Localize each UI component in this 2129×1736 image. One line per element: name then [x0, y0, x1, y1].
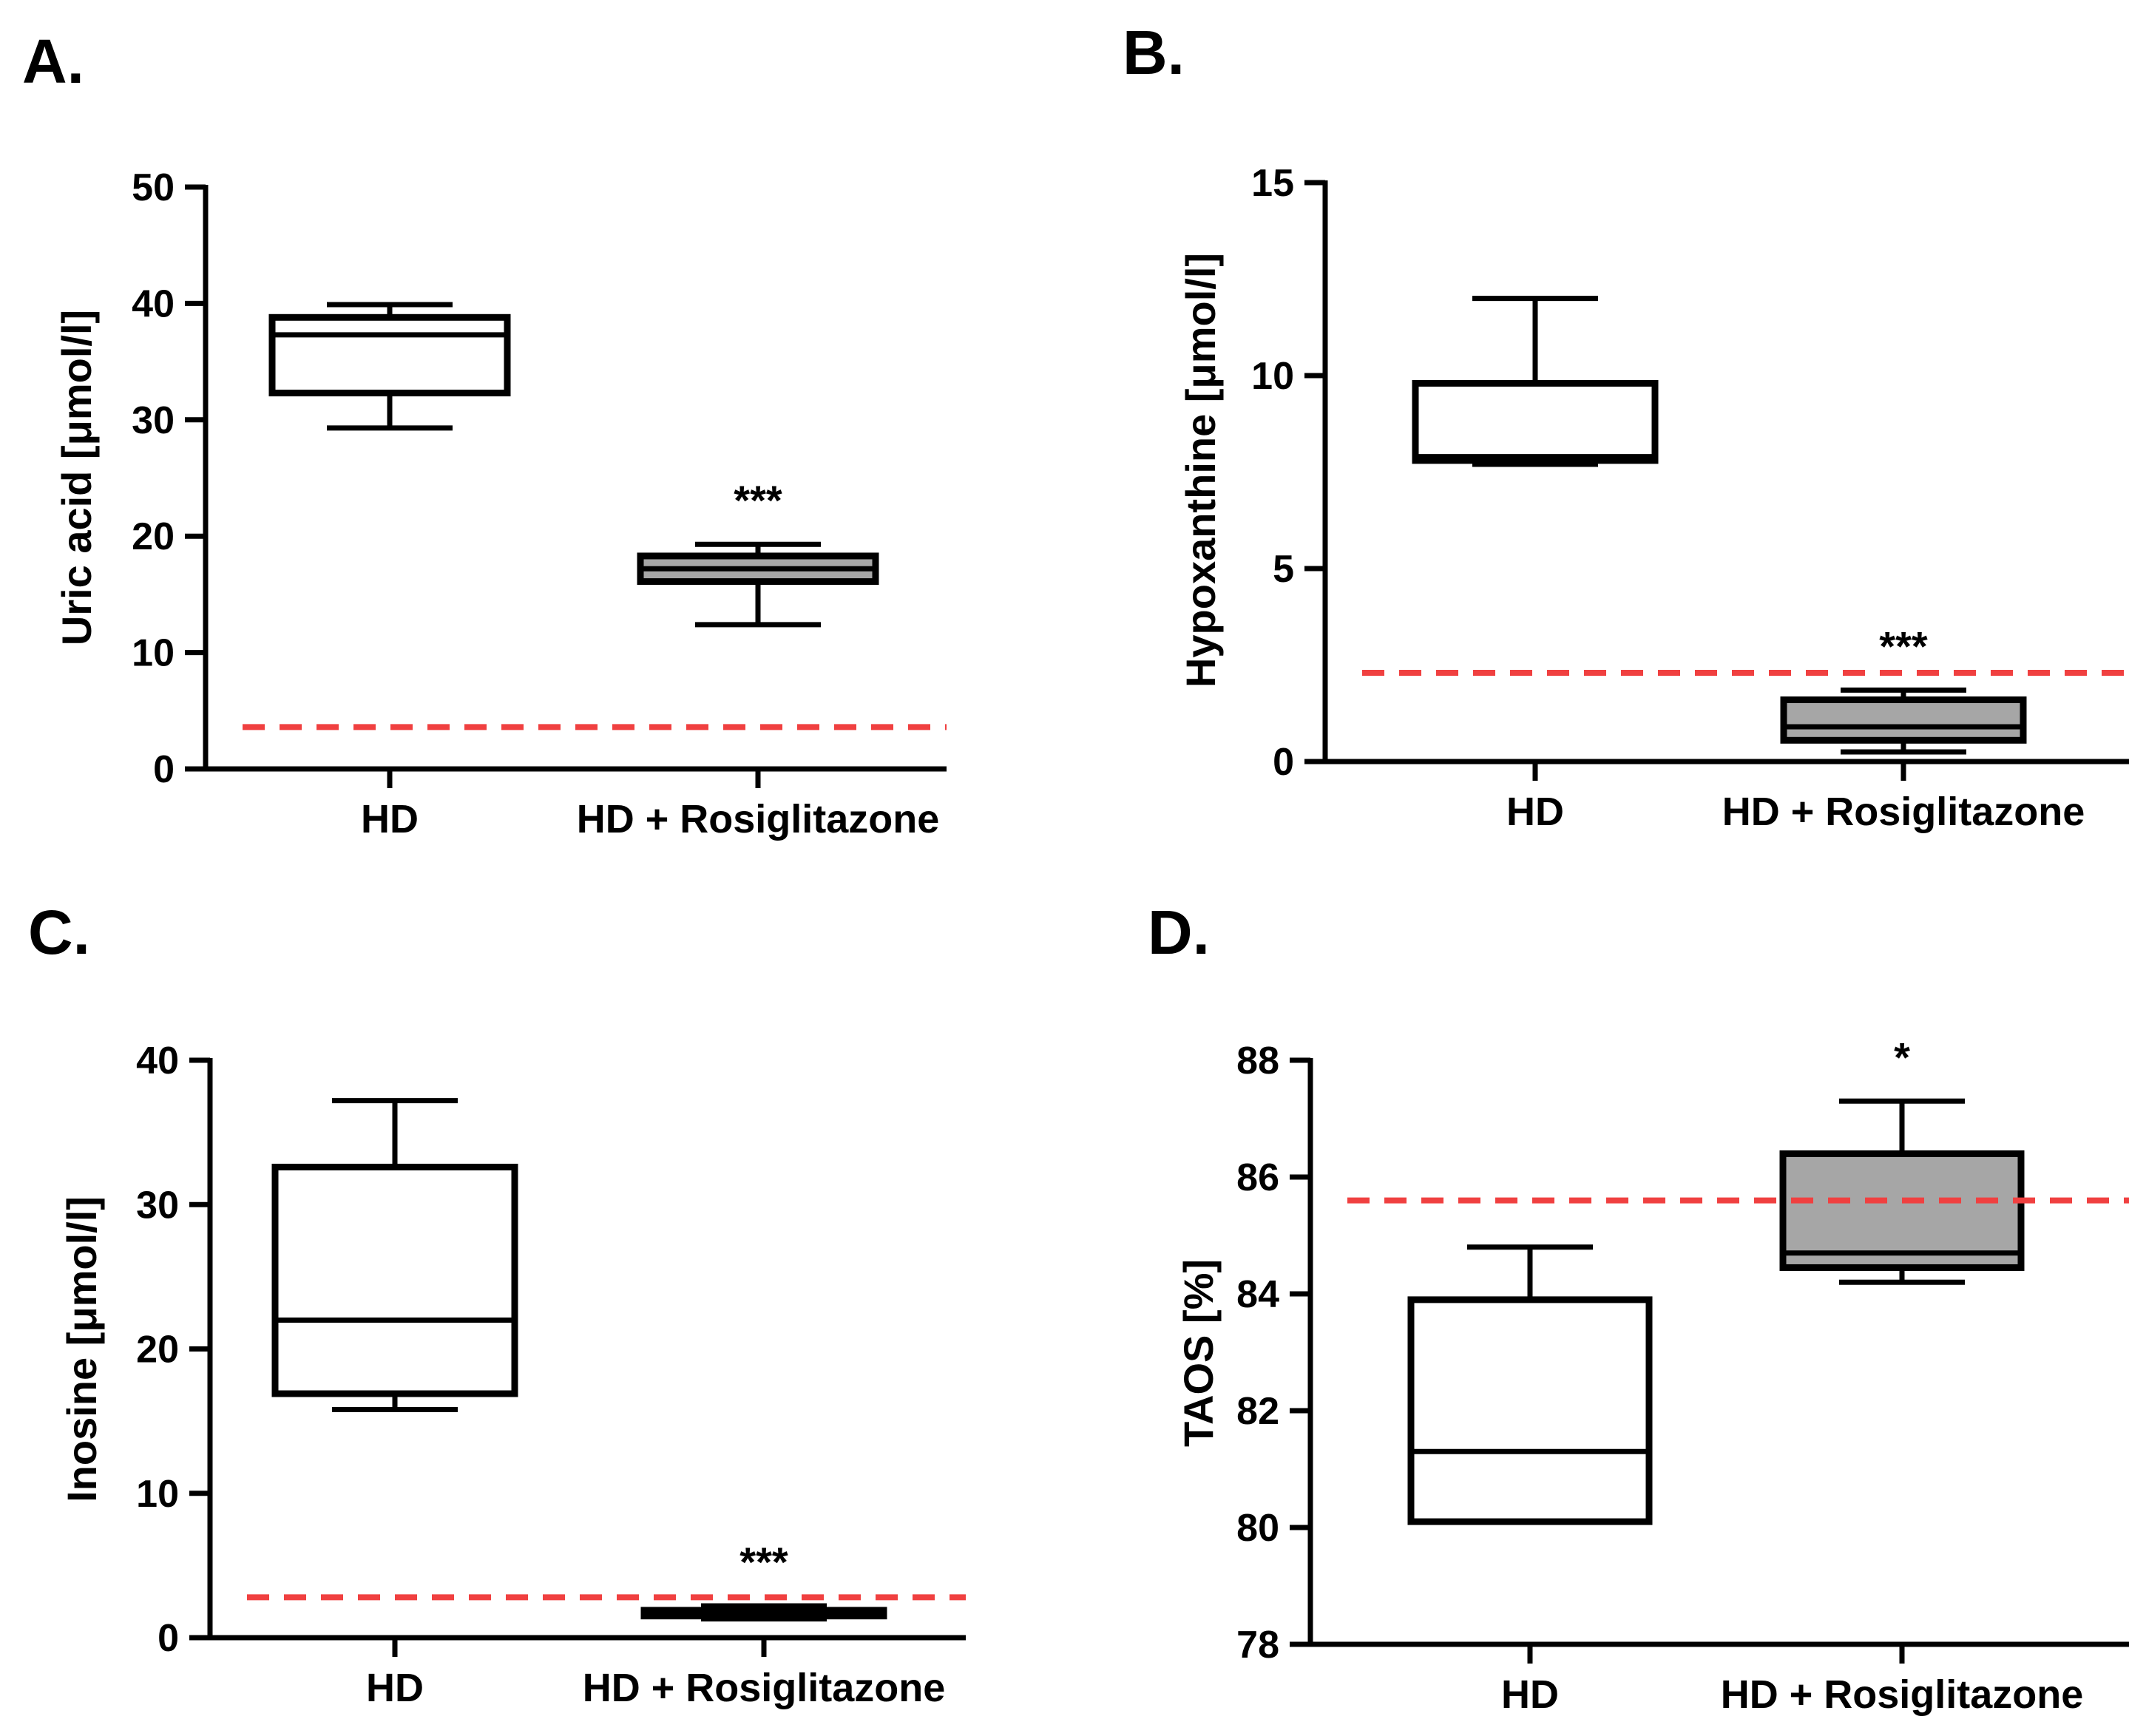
box-plot-hd	[268, 302, 511, 431]
panel-label: A.	[22, 27, 84, 96]
y-tick-label: 20	[132, 515, 175, 558]
y-axis-title: TAOS [%]	[1175, 1259, 1222, 1447]
box-plot-hd-rosiglitazone: ***	[640, 1539, 887, 1622]
y-tick-label: 30	[132, 399, 175, 442]
x-category-label: HD + Rosiglitazone	[1722, 790, 2085, 834]
y-tick-label: 0	[153, 748, 175, 791]
y-tick-label: 0	[1273, 741, 1294, 784]
significance-marker: ***	[739, 1539, 788, 1585]
y-tick-label: 30	[136, 1184, 179, 1227]
iqr-box	[1780, 696, 2027, 744]
iqr-box	[271, 1163, 518, 1397]
box-plot-hd	[271, 1098, 518, 1413]
box-plot-hd	[1412, 296, 1659, 467]
y-tick-label: 40	[136, 1040, 179, 1082]
y-axis-title: Hypoxanthine [μmol/l]	[1177, 253, 1224, 688]
x-category-label: HD	[366, 1666, 424, 1710]
x-category-label: HD + Rosiglitazone	[583, 1666, 946, 1710]
x-category-label: HD	[361, 797, 419, 841]
box-plot-hd	[1407, 1244, 1653, 1525]
iqr-box	[1407, 1296, 1653, 1525]
y-tick-label: 82	[1236, 1390, 1279, 1433]
y-tick-label: 80	[1236, 1507, 1279, 1550]
y-tick-label: 88	[1236, 1040, 1279, 1082]
y-tick-label: 86	[1236, 1156, 1279, 1199]
y-tick-label: 5	[1273, 548, 1294, 591]
y-tick-label: 10	[1251, 355, 1294, 398]
significance-marker: ***	[1879, 623, 1928, 669]
box-plot-hd-rosiglitazone: *	[1779, 1034, 2025, 1285]
x-category-label: HD + Rosiglitazone	[1721, 1672, 2084, 1717]
iqr-box	[268, 313, 511, 397]
box-plot-hd-rosiglitazone: ***	[637, 477, 879, 628]
panel-label: C.	[28, 898, 90, 967]
significance-marker: ***	[734, 477, 782, 523]
iqr-box	[1779, 1150, 2025, 1271]
iqr-box	[1412, 379, 1659, 464]
x-category-label: HD	[1506, 790, 1564, 834]
y-tick-label: 40	[132, 282, 175, 325]
y-tick-label: 10	[136, 1473, 179, 1516]
chart-panel-a: A. 0 10 20 30 40 50 Uric acid [μmol/l] HD HD + Ro…	[22, 27, 947, 841]
y-tick-label: 10	[132, 632, 175, 675]
significance-marker: *	[1894, 1034, 1910, 1080]
chart-panel-d: D. 78 80 82 84 86 88 TAOS [%] HD HD + Rosiglitazo…	[1148, 898, 2129, 1717]
panel-label: D.	[1148, 898, 1210, 967]
panel-label: B.	[1123, 18, 1185, 87]
x-category-label: HD + Rosiglitazone	[577, 797, 940, 841]
y-axis-title: Uric acid [μmol/l]	[53, 310, 100, 645]
y-tick-label: 78	[1236, 1624, 1279, 1667]
y-tick-label: 84	[1236, 1273, 1279, 1316]
y-tick-label: 0	[158, 1617, 179, 1660]
y-tick-label: 50	[132, 166, 175, 209]
chart-panel-b: B. 0 5 10 15 Hypoxanthine [μmol/l] HD HD + Rosi…	[1123, 18, 2129, 834]
y-axis-title: Inosine [μmol/l]	[58, 1196, 105, 1502]
y-tick-label: 15	[1251, 162, 1294, 205]
x-category-label: HD	[1501, 1672, 1559, 1717]
box-plot-hd-rosiglitazone: ***	[1780, 623, 2027, 755]
y-tick-label: 20	[136, 1329, 179, 1371]
chart-panel-c: C. 0 10 20 30 40 Inosine [μmol/l] HD HD + Rosigl…	[28, 898, 966, 1710]
